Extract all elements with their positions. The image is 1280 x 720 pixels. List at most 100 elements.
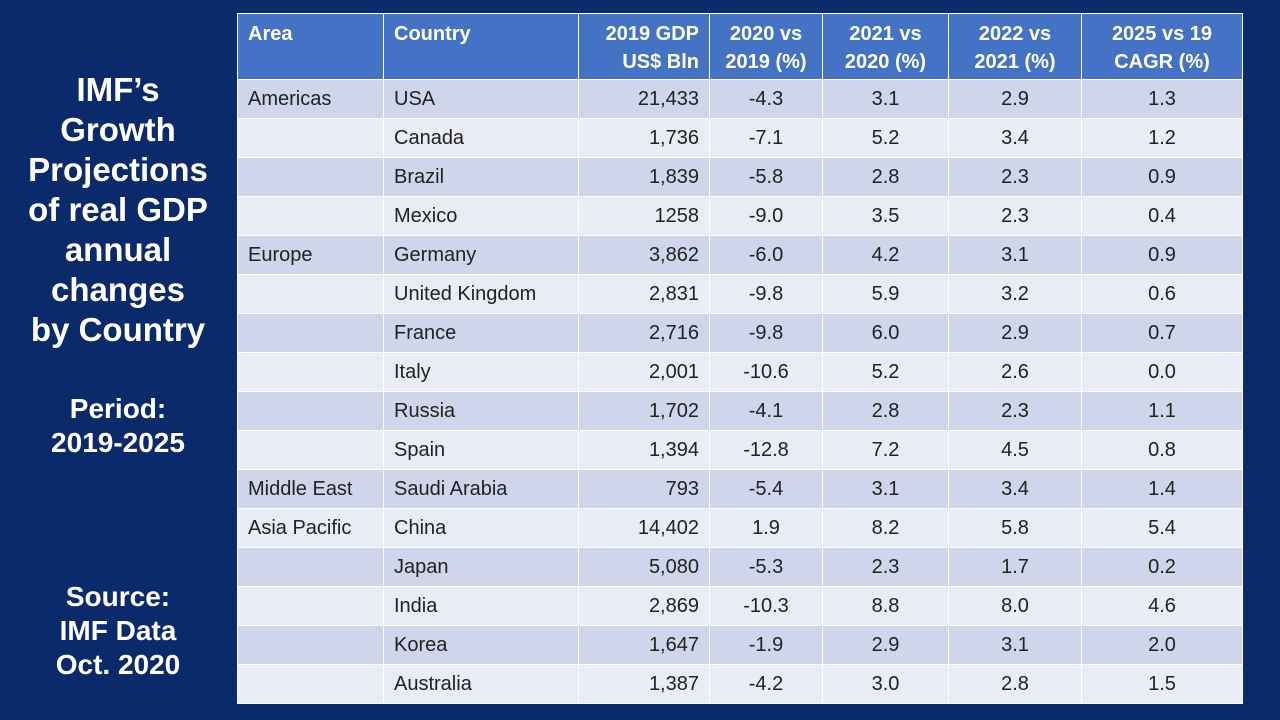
- cell-2022-vs-2021: 1.7: [948, 547, 1082, 587]
- source-line: IMF Data: [59, 615, 177, 646]
- cell-2022-vs-2021: 2.9: [948, 313, 1082, 353]
- cell-country: Saudi Arabia: [383, 469, 579, 509]
- header-2020-vs-2019: 2020 vs 2019 (%): [709, 13, 823, 80]
- table-row: Australia 1,387 -4.2 3.0 2.8 1.5: [237, 664, 1243, 704]
- cell-area: [237, 313, 384, 353]
- cell-cagr: 0.2: [1081, 547, 1243, 587]
- cell-area: [237, 274, 384, 314]
- cell-country: Korea: [383, 625, 579, 665]
- cell-2021-vs-2020: 3.1: [822, 469, 949, 509]
- cell-2020-vs-2019: -10.6: [709, 352, 823, 392]
- source-label: Source: IMF Data Oct. 2020: [8, 580, 228, 682]
- cell-area: [237, 391, 384, 431]
- header-cagr: 2025 vs 19 CAGR (%): [1081, 13, 1243, 80]
- title-line: by Country: [30, 311, 206, 348]
- cell-cagr: 1.5: [1081, 664, 1243, 704]
- cell-2021-vs-2020: 2.9: [822, 625, 949, 665]
- cell-area: Asia Pacific: [237, 508, 384, 548]
- table-row: Italy 2,001 -10.6 5.2 2.6 0.0: [237, 352, 1243, 392]
- cell-2020-vs-2019: -6.0: [709, 235, 823, 275]
- cell-2022-vs-2021: 2.3: [948, 391, 1082, 431]
- cell-2022-vs-2021: 5.8: [948, 508, 1082, 548]
- cell-2021-vs-2020: 3.0: [822, 664, 949, 704]
- cell-country: Japan: [383, 547, 579, 587]
- table-row: Canada 1,736 -7.1 5.2 3.4 1.2: [237, 118, 1243, 158]
- cell-2021-vs-2020: 2.8: [822, 157, 949, 197]
- cell-country: Spain: [383, 430, 579, 470]
- header-row: Area Country 2019 GDP US$ Bln 2020 vs 2019…: [237, 13, 1243, 80]
- cell-2022-vs-2021: 4.5: [948, 430, 1082, 470]
- cell-gdp-2019: 1,647: [578, 625, 710, 665]
- cell-2022-vs-2021: 2.8: [948, 664, 1082, 704]
- cell-2020-vs-2019: -4.2: [709, 664, 823, 704]
- cell-cagr: 0.0: [1081, 352, 1243, 392]
- cell-2022-vs-2021: 2.6: [948, 352, 1082, 392]
- cell-gdp-2019: 2,831: [578, 274, 710, 314]
- cell-2020-vs-2019: -5.3: [709, 547, 823, 587]
- cell-cagr: 0.9: [1081, 157, 1243, 197]
- cell-country: Italy: [383, 352, 579, 392]
- cell-2022-vs-2021: 3.4: [948, 118, 1082, 158]
- cell-cagr: 5.4: [1081, 508, 1243, 548]
- cell-2021-vs-2020: 6.0: [822, 313, 949, 353]
- cell-gdp-2019: 14,402: [578, 508, 710, 548]
- cell-area: [237, 664, 384, 704]
- cell-cagr: 4.6: [1081, 586, 1243, 626]
- cell-gdp-2019: 1,387: [578, 664, 710, 704]
- cell-gdp-2019: 3,862: [578, 235, 710, 275]
- cell-gdp-2019: 1,736: [578, 118, 710, 158]
- cell-area: [237, 547, 384, 587]
- cell-2021-vs-2020: 3.5: [822, 196, 949, 236]
- title-line: Growth: [60, 111, 176, 148]
- cell-cagr: 0.9: [1081, 235, 1243, 275]
- cell-2021-vs-2020: 3.1: [822, 79, 949, 119]
- cell-2020-vs-2019: -5.8: [709, 157, 823, 197]
- cell-country: United Kingdom: [383, 274, 579, 314]
- cell-2021-vs-2020: 5.2: [822, 118, 949, 158]
- cell-country: Mexico: [383, 196, 579, 236]
- table-body: Americas USA 21,433 -4.3 3.1 2.9 1.3 Canada 1,73…: [237, 79, 1243, 704]
- cell-2020-vs-2019: -4.3: [709, 79, 823, 119]
- cell-gdp-2019: 2,869: [578, 586, 710, 626]
- cell-country: Brazil: [383, 157, 579, 197]
- cell-area: [237, 430, 384, 470]
- cell-cagr: 1.4: [1081, 469, 1243, 509]
- cell-2020-vs-2019: -12.8: [709, 430, 823, 470]
- cell-2020-vs-2019: -9.0: [709, 196, 823, 236]
- cell-gdp-2019: 1258: [578, 196, 710, 236]
- cell-country: USA: [383, 79, 579, 119]
- cell-2021-vs-2020: 2.3: [822, 547, 949, 587]
- header-2022-vs-2021: 2022 vs 2021 (%): [948, 13, 1082, 80]
- period-line: Period:: [69, 393, 167, 424]
- source-line: Source:: [65, 581, 171, 612]
- header-area: Area: [237, 13, 384, 80]
- cell-area: [237, 157, 384, 197]
- cell-cagr: 2.0: [1081, 625, 1243, 665]
- slide-title: IMF’s Growth Projections of real GDP ann…: [8, 70, 228, 350]
- cell-gdp-2019: 5,080: [578, 547, 710, 587]
- cell-cagr: 1.3: [1081, 79, 1243, 119]
- cell-area: Middle East: [237, 469, 384, 509]
- cell-gdp-2019: 793: [578, 469, 710, 509]
- cell-cagr: 0.7: [1081, 313, 1243, 353]
- table-row: India 2,869 -10.3 8.8 8.0 4.6: [237, 586, 1243, 626]
- table-row: France 2,716 -9.8 6.0 2.9 0.7: [237, 313, 1243, 353]
- cell-2020-vs-2019: -10.3: [709, 586, 823, 626]
- cell-cagr: 1.2: [1081, 118, 1243, 158]
- cell-cagr: 0.4: [1081, 196, 1243, 236]
- cell-gdp-2019: 1,702: [578, 391, 710, 431]
- cell-2022-vs-2021: 3.2: [948, 274, 1082, 314]
- title-line: IMF’s: [76, 71, 160, 108]
- gdp-table-container: Area Country 2019 GDP US$ Bln 2020 vs 2019…: [237, 13, 1243, 704]
- header-2021-vs-2020: 2021 vs 2020 (%): [822, 13, 949, 80]
- table-row: Asia Pacific China 14,402 1.9 8.2 5.8 5.4: [237, 508, 1243, 548]
- cell-country: Russia: [383, 391, 579, 431]
- gdp-table: Area Country 2019 GDP US$ Bln 2020 vs 2019…: [237, 13, 1243, 704]
- cell-area: [237, 118, 384, 158]
- cell-2021-vs-2020: 4.2: [822, 235, 949, 275]
- cell-cagr: 0.6: [1081, 274, 1243, 314]
- cell-2021-vs-2020: 2.8: [822, 391, 949, 431]
- source-line: Oct. 2020: [55, 649, 181, 680]
- sidebar: IMF’s Growth Projections of real GDP ann…: [0, 0, 236, 720]
- cell-2022-vs-2021: 2.3: [948, 157, 1082, 197]
